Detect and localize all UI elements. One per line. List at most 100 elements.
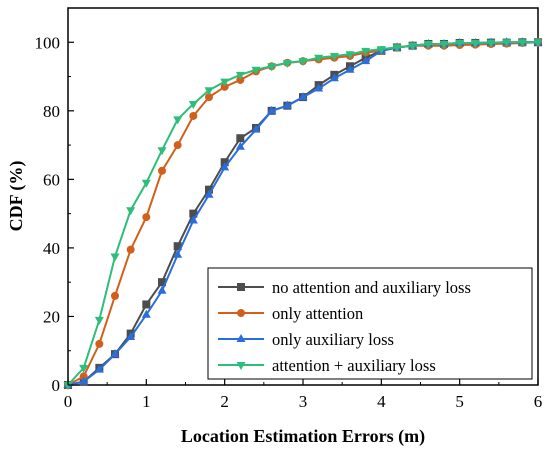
data-point (94, 316, 104, 325)
data-point (126, 332, 136, 341)
data-point (204, 87, 214, 96)
data-point (110, 253, 120, 262)
y-tick-label: 80 (43, 102, 60, 121)
data-point (267, 105, 277, 114)
legend: no attention and auxiliary loss only atte… (207, 267, 533, 380)
x-tick-label: 3 (299, 392, 308, 411)
y-axis-title: CDF (%) (6, 161, 27, 232)
data-point (204, 189, 214, 198)
data-point (361, 56, 371, 65)
data-point (205, 93, 213, 102)
data-point (173, 242, 182, 251)
data-point (235, 141, 245, 150)
data-point (141, 309, 151, 318)
legend-entry: only attention (218, 304, 363, 323)
data-point (220, 78, 230, 87)
x-tick-label: 4 (377, 392, 386, 411)
data-point (314, 83, 324, 92)
x-tick-label: 2 (220, 392, 229, 411)
data-point (126, 207, 136, 216)
data-point (111, 291, 119, 300)
y-tick-label: 20 (43, 307, 60, 326)
legend-marker (237, 309, 245, 317)
data-point (235, 71, 245, 80)
series-4 (63, 39, 543, 390)
data-point (95, 339, 104, 348)
y-tick-label: 0 (52, 376, 61, 395)
legend-marker (236, 362, 246, 370)
legend-entry: only auxiliary loss (218, 330, 394, 349)
data-point (329, 52, 339, 61)
data-point (345, 51, 355, 60)
data-point (408, 42, 418, 51)
data-point (439, 40, 449, 49)
data-point (189, 111, 198, 120)
data-point (329, 73, 339, 82)
data-point (533, 39, 543, 48)
data-point (158, 166, 166, 175)
legend-entry: attention + auxiliary loss (218, 356, 436, 375)
legend-label: attention + auxiliary loss (272, 356, 436, 375)
data-point (298, 92, 308, 101)
data-point (251, 66, 261, 75)
data-point (173, 249, 183, 258)
data-point (173, 116, 183, 125)
data-point (361, 47, 371, 56)
data-point (376, 46, 386, 55)
data-point (423, 40, 433, 49)
data-point (345, 64, 355, 73)
legend-label: no attention and auxiliary loss (272, 278, 471, 297)
y-tick-label: 100 (35, 33, 61, 52)
data-point (94, 364, 104, 373)
data-point (392, 44, 402, 53)
x-tick-label: 1 (142, 392, 151, 411)
data-point (220, 82, 229, 91)
y-tick-label: 40 (43, 239, 60, 258)
data-point (236, 75, 245, 84)
data-point (188, 215, 198, 224)
data-point (220, 158, 229, 167)
data-point (142, 300, 151, 309)
data-point (470, 39, 480, 48)
data-point (236, 134, 245, 143)
legend-entry: no attention and auxiliary loss (218, 278, 471, 297)
data-point (79, 364, 89, 373)
data-point (173, 141, 182, 150)
data-point (157, 147, 167, 156)
data-point (79, 376, 89, 385)
data-point (517, 39, 527, 48)
data-point (141, 179, 151, 188)
data-point (205, 185, 213, 194)
legend-marker (236, 334, 246, 342)
x-tick-label: 0 (64, 392, 73, 411)
y-tick-label: 60 (43, 170, 60, 189)
legend-label: only attention (272, 304, 363, 323)
data-point (282, 59, 292, 68)
data-point (189, 209, 198, 218)
data-point (251, 124, 261, 133)
data-point (79, 372, 88, 381)
x-tick-label: 5 (455, 392, 464, 411)
data-point (455, 39, 465, 48)
data-point (158, 278, 166, 287)
data-point (314, 54, 324, 63)
data-point (486, 39, 496, 48)
legend-label: only auxiliary loss (272, 330, 394, 349)
data-point (267, 63, 277, 72)
x-tick-label: 6 (534, 392, 543, 411)
series-layer (63, 37, 543, 390)
legend-marker (237, 283, 245, 291)
data-point (220, 162, 230, 171)
x-axis-title: Location Estimation Errors (m) (181, 426, 425, 447)
data-point (142, 213, 151, 222)
data-point (157, 285, 167, 294)
data-point (188, 100, 198, 109)
data-point (298, 58, 308, 67)
data-point (126, 245, 135, 254)
data-point (63, 382, 73, 390)
data-point (502, 39, 512, 48)
data-point (282, 100, 292, 109)
data-point (110, 349, 120, 358)
